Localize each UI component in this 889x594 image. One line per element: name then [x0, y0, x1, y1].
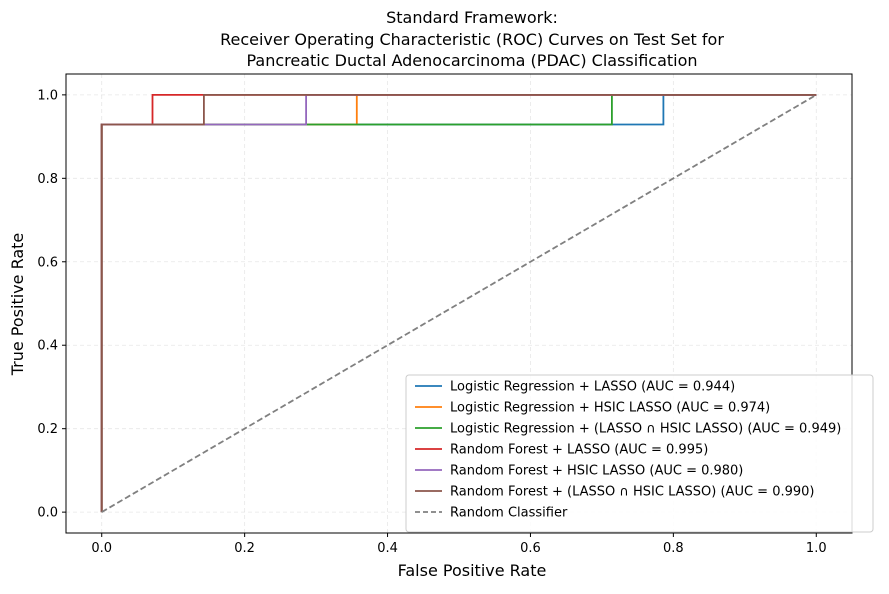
x-tick-label: 1.0 [806, 541, 827, 556]
y-tick-label: 0.2 [37, 422, 58, 437]
legend-label: Random Classifier [450, 506, 568, 521]
legend-box [405, 374, 874, 533]
chart-title-line-1: Standard Framework: [386, 8, 558, 27]
legend-label: Logistic Regression + (LASSO ∩ HSIC LASS… [450, 422, 841, 437]
x-tick-label: 0.4 [377, 541, 398, 556]
x-tick-label: 0.2 [234, 541, 255, 556]
y-tick-label: 1.0 [37, 88, 58, 103]
y-tick-label: 0.8 [37, 172, 58, 187]
x-tick-label: 0.8 [663, 541, 684, 556]
chart-title-line-2: Receiver Operating Characteristic (ROC) … [220, 30, 724, 49]
series-line-7 [101, 94, 817, 513]
legend-label: Logistic Regression + LASSO (AUC = 0.944… [450, 380, 735, 395]
x-axis-label: False Positive Rate [398, 561, 547, 580]
legend-label: Random Forest + LASSO (AUC = 0.995) [450, 443, 708, 458]
series-line-6 [100, 94, 817, 513]
x-tick-label: 0.0 [91, 541, 112, 556]
legend-label: Random Forest + HSIC LASSO (AUC = 0.980) [450, 464, 743, 479]
y-tick-label: 0.0 [37, 506, 58, 521]
y-axis-label: True Positive Rate [8, 233, 27, 377]
chart-title: Standard Framework: Receiver Operating C… [220, 8, 724, 70]
axis-ticks: 0.0 0.2 0.4 0.6 0.8 1.0 0.0 0.2 0.4 0.6 0.8 1.0 [37, 88, 826, 556]
x-tick-label: 0.6 [520, 541, 541, 556]
legend: Logistic Regression + LASSO (AUC = 0.944… [405, 374, 874, 533]
plot-frame [65, 73, 853, 534]
legend-label: Logistic Regression + HSIC LASSO (AUC = … [450, 401, 770, 416]
series-lines [100, 94, 817, 513]
y-tick-label: 0.6 [37, 255, 58, 270]
y-tick-label: 0.4 [37, 339, 58, 354]
chart-title-line-3: Pancreatic Ductal Adenocarcinoma (PDAC) … [246, 51, 697, 70]
legend-label: Random Forest + (LASSO ∩ HSIC LASSO) (AU… [450, 485, 814, 500]
